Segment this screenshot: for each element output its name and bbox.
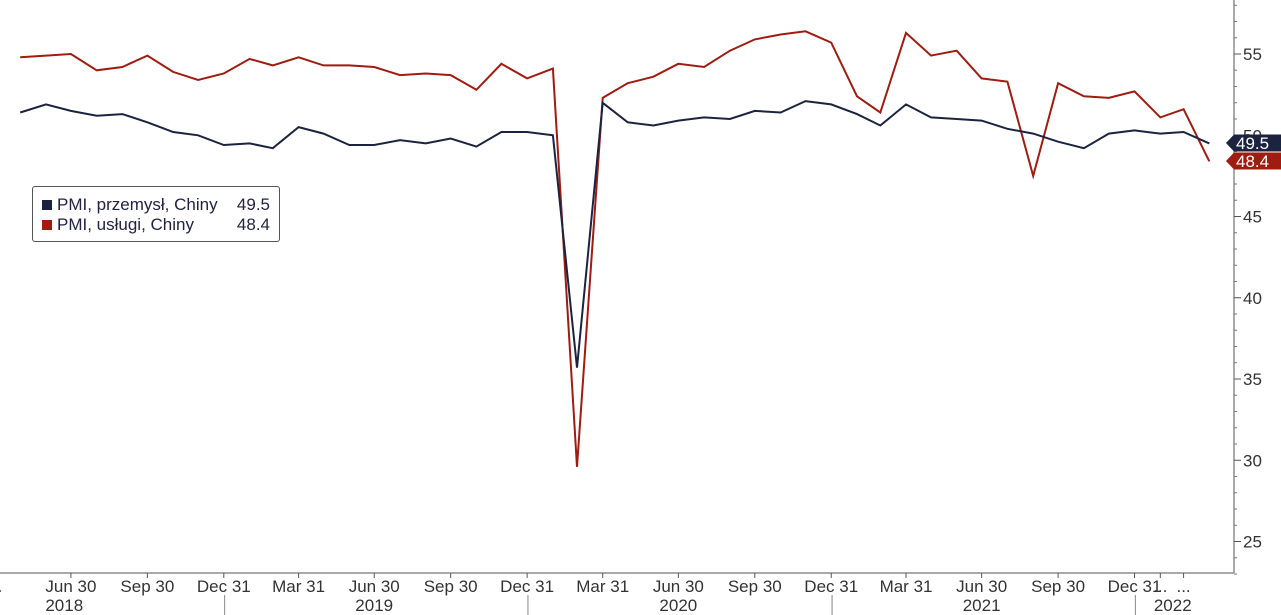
x-tick-label: Mar 31 (576, 577, 629, 596)
legend-label-services: PMI, usługi, Chiny (57, 215, 194, 234)
x-tick-label: Dec 31 (197, 577, 251, 596)
legend-item-manufacturing: PMI, przemysł, Chiny 49.5 (42, 195, 270, 215)
x-tick-label: Dec 31 (804, 577, 858, 596)
chart-series (19, 30, 1211, 467)
x-tick-label: Sep 30 (1031, 577, 1085, 596)
legend-item-services: PMI, usługi, Chiny 48.4 (42, 215, 270, 235)
y-tick-label: 30 (1243, 451, 1262, 470)
x-tick-label: Sep 30 (120, 577, 174, 596)
x-tick-label: Sep 30 (424, 577, 478, 596)
year-label: 2019 (355, 596, 393, 615)
x-tick-label: Jun 30 (653, 577, 704, 596)
chart-legend: PMI, przemysł, Chiny 49.5 PMI, usługi, C… (32, 186, 280, 242)
last-value-labels: 49.548.4 (1226, 134, 1281, 171)
y-tick-label: 40 (1243, 289, 1262, 308)
x-tick-label: ... (1153, 577, 1167, 596)
legend-label-manufacturing: PMI, przemysł, Chiny (57, 195, 218, 214)
series-line-services (20, 30, 1211, 467)
y-tick-label: 35 (1243, 370, 1262, 389)
series-line-manufacturing (19, 100, 1210, 368)
legend-swatch-services (42, 220, 52, 230)
end-label-services: 48.4 (1236, 152, 1269, 171)
year-label: 2021 (963, 596, 1001, 615)
x-tick-label: Dec 31 (500, 577, 554, 596)
x-tick-label: Dec 31 (1108, 577, 1162, 596)
x-tick-label: Sep 30 (728, 577, 782, 596)
x-tick-label: Mar 31 (272, 577, 325, 596)
x-tick-label: ... (0, 577, 2, 596)
x-tick-label: ... (1176, 577, 1190, 596)
year-label: 2022 (1154, 596, 1192, 615)
x-tick-label: Mar 31 (880, 577, 933, 596)
y-tick-label: 55 (1243, 45, 1262, 64)
x-tick-label: Jun 30 (956, 577, 1007, 596)
legend-value-manufacturing: 49.5 (236, 195, 270, 214)
legend-swatch-manufacturing (42, 200, 52, 210)
legend-value-services: 48.4 (236, 215, 270, 234)
x-tick-label: Jun 30 (349, 577, 400, 596)
y-tick-label: 45 (1243, 208, 1262, 227)
end-label-manufacturing: 49.5 (1236, 134, 1269, 153)
end-label-bg-services (1226, 152, 1281, 170)
y-tick-label: 25 (1243, 533, 1262, 552)
year-label: 2020 (659, 596, 697, 615)
end-label-bg-manufacturing (1226, 134, 1281, 152)
year-label: 2018 (45, 596, 83, 615)
x-tick-label: Jun 30 (45, 577, 96, 596)
